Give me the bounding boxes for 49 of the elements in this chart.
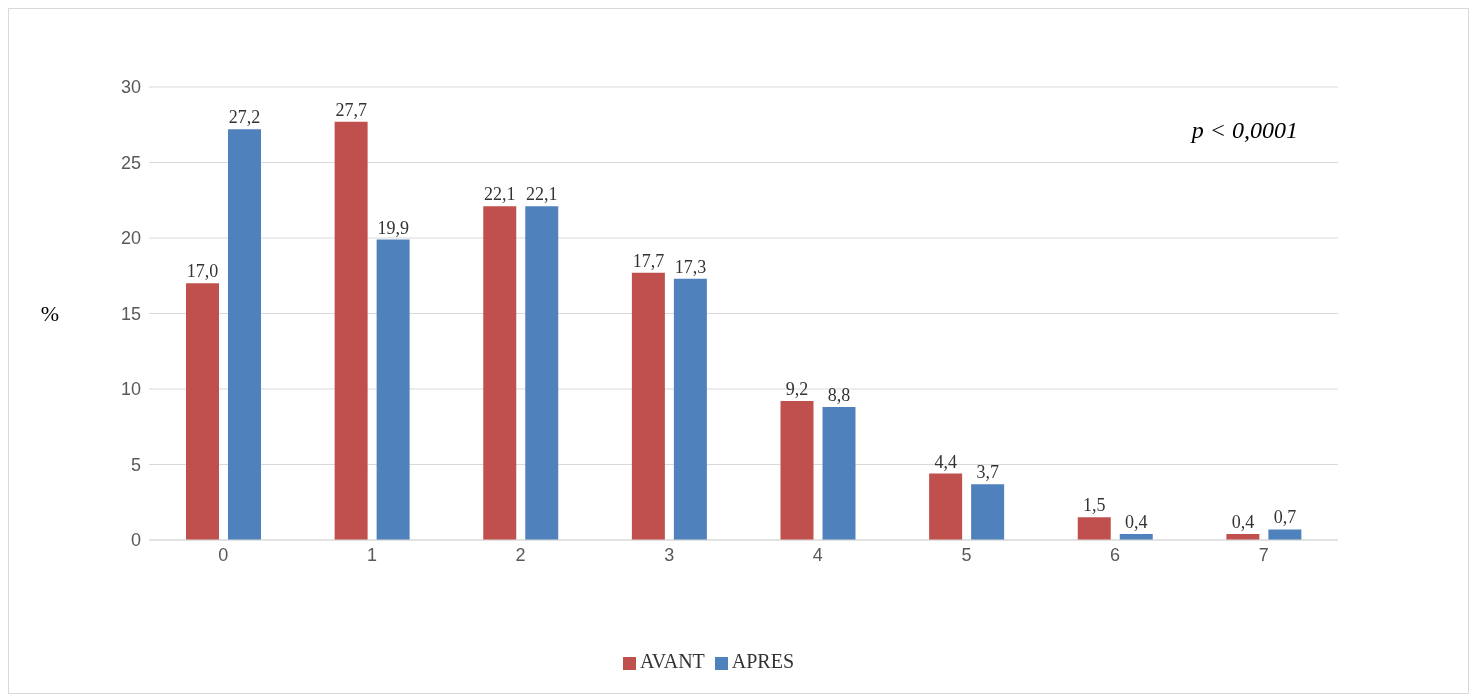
x-tick-label: 2 xyxy=(515,544,526,565)
bar xyxy=(228,129,261,540)
bar xyxy=(673,278,707,540)
bar xyxy=(971,484,1005,540)
bar xyxy=(1077,517,1111,540)
bar xyxy=(525,206,559,540)
x-tick-label: 0 xyxy=(218,544,229,565)
data-label: 19,9 xyxy=(377,217,409,238)
bar xyxy=(929,473,963,540)
bar xyxy=(1268,529,1302,540)
x-tick-label: 6 xyxy=(1110,544,1121,565)
data-label: 9,2 xyxy=(785,379,809,400)
y-tick-label: 10 xyxy=(120,379,141,400)
bar xyxy=(376,239,410,540)
data-label: 8,8 xyxy=(827,385,851,406)
y-tick-label: 0 xyxy=(130,530,141,551)
legend-label: AVANT xyxy=(639,650,705,672)
data-label: 22,1 xyxy=(484,184,516,205)
bar xyxy=(334,121,368,540)
y-tick-label: 25 xyxy=(120,152,141,173)
bar xyxy=(822,407,856,540)
data-label: 27,2 xyxy=(228,107,261,128)
y-tick-label: 30 xyxy=(120,77,141,98)
data-label: 4,4 xyxy=(934,451,957,472)
y-axis-title: % xyxy=(40,301,59,327)
legend-label: APRES xyxy=(731,650,795,672)
data-label: 0,4 xyxy=(1125,511,1148,532)
data-label: 17,3 xyxy=(674,256,707,277)
data-label: 1,5 xyxy=(1083,495,1106,516)
data-label: 0,4 xyxy=(1231,511,1255,532)
x-tick-label: 7 xyxy=(1258,544,1269,565)
x-tick-label: 1 xyxy=(366,544,377,565)
bar xyxy=(631,272,665,540)
data-label: 0,7 xyxy=(1273,507,1297,528)
x-tick-label: 5 xyxy=(961,544,972,565)
x-tick-label: 3 xyxy=(664,544,675,565)
bar xyxy=(483,206,517,540)
x-tick-label: 4 xyxy=(812,544,823,565)
data-label: 27,7 xyxy=(335,99,367,120)
data-label: 17,7 xyxy=(632,250,665,271)
bar xyxy=(186,283,219,540)
data-label: 22,1 xyxy=(526,184,558,205)
y-tick-label: 5 xyxy=(130,454,141,475)
data-label: 3,7 xyxy=(976,462,999,483)
y-tick-label: 15 xyxy=(120,303,141,324)
annotation: p < 0,0001 xyxy=(1191,117,1298,144)
bar xyxy=(780,401,814,540)
y-tick-label: 20 xyxy=(120,228,141,249)
data-label: 17,0 xyxy=(186,261,219,282)
